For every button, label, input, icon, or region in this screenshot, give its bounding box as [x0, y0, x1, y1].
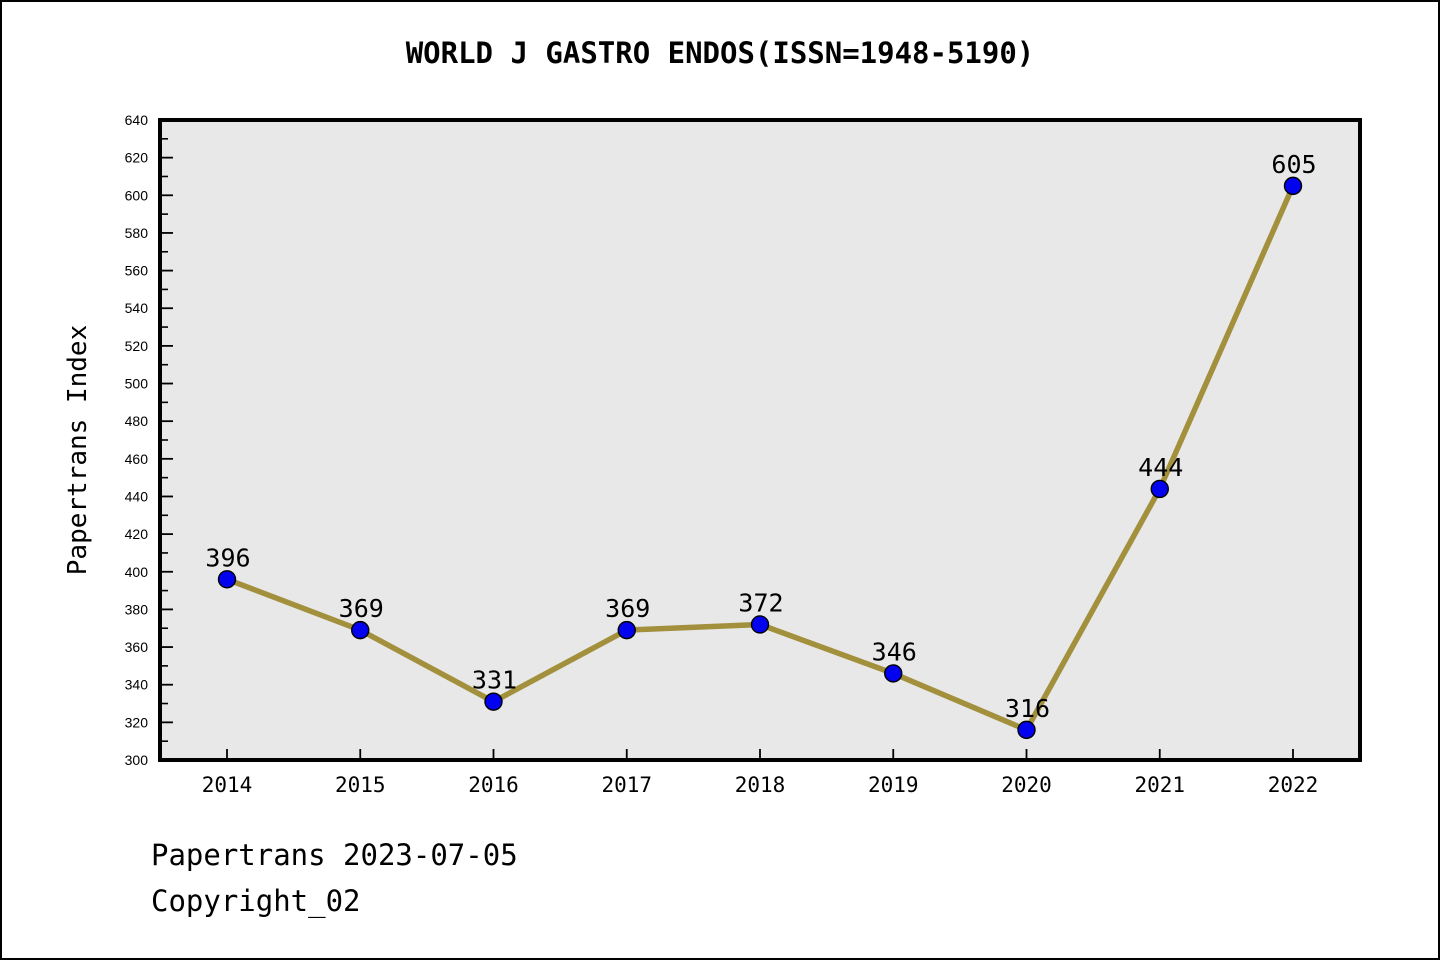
y-tick-label: 300: [125, 752, 149, 768]
y-tick-label: 520: [125, 338, 149, 354]
data-point-label: 444: [1138, 453, 1183, 482]
data-point: [351, 620, 370, 640]
x-tick-label: 2015: [335, 773, 386, 797]
data-point: [750, 615, 770, 634]
data-point-label: 346: [872, 637, 917, 666]
data-point: [217, 570, 237, 589]
x-tick-label: 2020: [1001, 773, 1052, 797]
data-point-label: 396: [205, 543, 250, 572]
data-point-label: 372: [738, 588, 783, 617]
data-point-label: 369: [605, 594, 650, 623]
y-tick-label: 380: [125, 601, 149, 617]
y-tick-label: 340: [125, 677, 149, 693]
data-point-label: 331: [472, 666, 517, 695]
footer-date: Papertrans 2023-07-05: [151, 838, 518, 872]
y-axis-label: Papertrans Index: [63, 324, 93, 576]
y-tick-label: 640: [125, 112, 149, 128]
y-tick-label: 620: [125, 150, 149, 166]
data-point: [1017, 720, 1036, 740]
data-point: [1283, 176, 1303, 196]
data-point: [617, 620, 636, 640]
y-tick-label: 440: [125, 488, 149, 504]
y-tick-label: 540: [125, 300, 149, 316]
y-tick-label: 480: [125, 413, 149, 429]
data-point: [484, 692, 503, 711]
x-tick-label: 2016: [468, 773, 519, 797]
y-tick-label: 320: [125, 714, 149, 730]
y-tick-label: 600: [125, 187, 149, 203]
chart-title: WORLD J GASTRO ENDOS(ISSN=1948-5190): [405, 36, 1035, 70]
y-tick-label: 500: [125, 376, 149, 392]
x-tick-label: 2018: [735, 773, 786, 797]
data-point-label: 369: [339, 594, 384, 623]
y-tick-label: 360: [125, 639, 149, 655]
x-tick-label: 2021: [1134, 773, 1185, 797]
y-tick-label: 460: [125, 451, 149, 467]
y-tick-label: 580: [125, 225, 149, 241]
data-point: [1150, 479, 1169, 499]
data-point-label: 316: [1005, 694, 1050, 723]
data-point-label: 605: [1271, 150, 1316, 179]
x-tick-label: 2014: [202, 773, 253, 797]
data-point: [884, 664, 903, 683]
x-tick-label: 2019: [868, 773, 919, 797]
y-tick-label: 420: [125, 526, 149, 542]
y-tick-label: 400: [125, 564, 149, 580]
plot-background: [160, 120, 1360, 760]
footer-copyright: Copyright_02: [151, 884, 361, 918]
y-tick-label: 560: [125, 263, 149, 279]
x-tick-label: 2017: [601, 773, 652, 797]
axes-spines: [158, 118, 1362, 762]
x-tick-label: 2022: [1268, 773, 1319, 797]
